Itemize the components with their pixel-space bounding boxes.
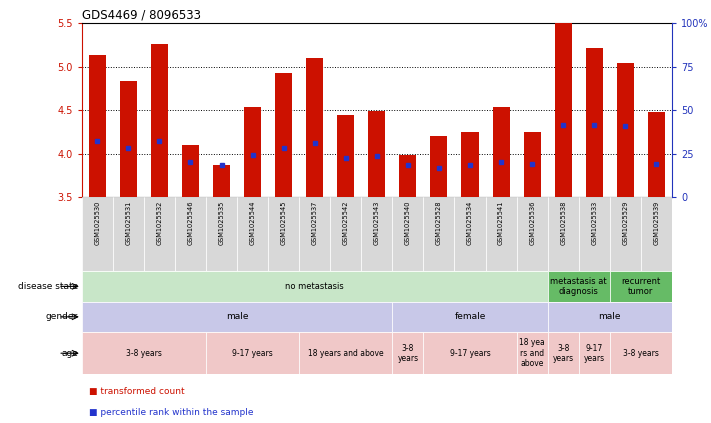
Text: GSM1025540: GSM1025540 [405, 201, 411, 245]
Bar [616, 63, 634, 197]
Bar [82, 332, 206, 374]
Text: male: male [226, 312, 248, 321]
Bar [82, 197, 113, 271]
Bar [82, 302, 392, 332]
Bar [555, 13, 572, 197]
Text: GSM1025538: GSM1025538 [560, 201, 566, 245]
Bar [424, 332, 517, 374]
Text: metastasis at
diagnosis: metastasis at diagnosis [550, 277, 607, 296]
Bar [206, 197, 237, 271]
Text: disease state: disease state [18, 282, 78, 291]
Bar [182, 145, 199, 197]
Text: no metastasis: no metastasis [285, 282, 344, 291]
Bar [392, 332, 424, 374]
Text: ■ percentile rank within the sample: ■ percentile rank within the sample [89, 408, 253, 417]
Bar [430, 136, 447, 197]
Bar [641, 197, 672, 271]
Text: 3-8
years: 3-8 years [552, 343, 574, 363]
Text: ■ transformed count: ■ transformed count [89, 387, 184, 396]
Bar [454, 197, 486, 271]
Text: age: age [61, 349, 78, 358]
Bar [144, 197, 175, 271]
Bar [299, 332, 392, 374]
Text: GDS4469 / 8096533: GDS4469 / 8096533 [82, 8, 201, 21]
Text: 3-8
years: 3-8 years [397, 343, 419, 363]
Text: GSM1025528: GSM1025528 [436, 201, 442, 245]
Bar [547, 332, 579, 374]
Bar [82, 271, 547, 302]
Bar [275, 73, 292, 197]
Bar [610, 271, 672, 302]
Text: male: male [599, 312, 621, 321]
Text: recurrent
tumor: recurrent tumor [621, 277, 661, 296]
Text: 3-8 years: 3-8 years [623, 349, 659, 358]
Text: GSM1025543: GSM1025543 [374, 201, 380, 245]
Bar [493, 107, 510, 197]
Bar [579, 197, 610, 271]
Bar [306, 58, 324, 197]
Bar [213, 165, 230, 197]
Bar [244, 107, 261, 197]
Bar [486, 197, 517, 271]
Bar [206, 332, 299, 374]
Bar [517, 197, 547, 271]
Bar [523, 132, 540, 197]
Bar [648, 112, 665, 197]
Bar [547, 302, 672, 332]
Bar [517, 332, 547, 374]
Text: GSM1025539: GSM1025539 [653, 201, 659, 245]
Text: 9-17 years: 9-17 years [449, 349, 491, 358]
Bar [237, 197, 268, 271]
Text: GSM1025535: GSM1025535 [218, 201, 225, 245]
Bar [113, 197, 144, 271]
Bar [361, 197, 392, 271]
Text: GSM1025532: GSM1025532 [156, 201, 162, 245]
Bar [424, 197, 454, 271]
Bar [120, 81, 137, 197]
Text: 18 years and above: 18 years and above [308, 349, 383, 358]
Text: GSM1025533: GSM1025533 [592, 201, 597, 245]
Bar [400, 154, 417, 197]
Bar [547, 271, 610, 302]
Text: 9-17 years: 9-17 years [232, 349, 273, 358]
Text: gender: gender [46, 312, 78, 321]
Bar [330, 197, 361, 271]
Text: GSM1025531: GSM1025531 [125, 201, 132, 245]
Text: female: female [454, 312, 486, 321]
Bar [392, 197, 424, 271]
Text: GSM1025545: GSM1025545 [281, 201, 287, 245]
Text: GSM1025544: GSM1025544 [250, 201, 255, 245]
Text: 9-17
years: 9-17 years [584, 343, 605, 363]
Text: GSM1025542: GSM1025542 [343, 201, 349, 245]
Text: GSM1025534: GSM1025534 [467, 201, 473, 245]
Bar [268, 197, 299, 271]
Bar [175, 197, 206, 271]
Bar [586, 48, 603, 197]
Bar [392, 302, 547, 332]
Bar [368, 111, 385, 197]
Text: GSM1025529: GSM1025529 [622, 201, 629, 245]
Bar [461, 132, 479, 197]
Bar [299, 197, 330, 271]
Text: GSM1025536: GSM1025536 [529, 201, 535, 245]
Text: GSM1025537: GSM1025537 [311, 201, 318, 245]
Bar [579, 332, 610, 374]
Bar [610, 197, 641, 271]
Text: GSM1025541: GSM1025541 [498, 201, 504, 245]
Text: 18 yea
rs and
above: 18 yea rs and above [519, 338, 545, 368]
Bar [547, 197, 579, 271]
Text: GSM1025546: GSM1025546 [188, 201, 193, 245]
Bar [89, 55, 106, 197]
Bar [610, 332, 672, 374]
Text: GSM1025530: GSM1025530 [95, 201, 100, 245]
Bar [337, 115, 354, 197]
Bar [151, 44, 168, 197]
Text: 3-8 years: 3-8 years [126, 349, 162, 358]
